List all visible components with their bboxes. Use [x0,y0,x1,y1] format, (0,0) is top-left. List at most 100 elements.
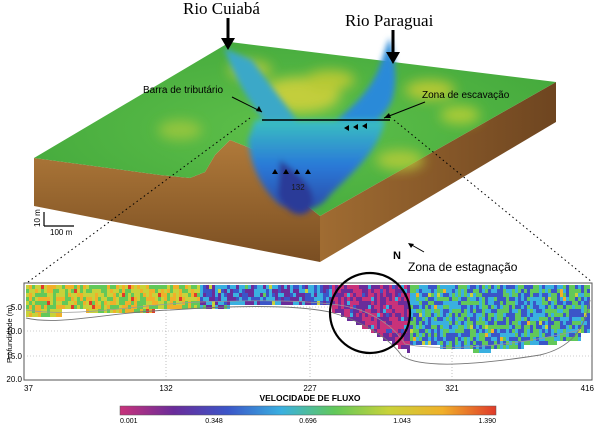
velocity-cell [464,309,467,313]
velocity-cell [572,321,575,325]
velocity-cell [398,297,401,301]
velocity-cell [431,309,434,313]
velocity-cell [377,333,380,337]
velocity-cell [473,321,476,325]
velocity-cell [488,333,491,337]
velocity-cell [455,301,458,305]
velocity-cell [194,285,197,289]
velocity-cell [239,297,242,301]
velocity-cell [392,341,395,345]
velocity-cell [83,285,86,289]
velocity-cell [284,301,287,305]
velocity-cell [380,321,383,325]
velocity-cell [551,305,554,309]
velocity-cell [476,341,479,345]
velocity-cell [299,297,302,301]
velocity-cell [62,289,65,293]
velocity-cell [371,325,374,329]
velocity-cell [155,293,158,297]
velocity-cell [227,293,230,297]
velocity-cell [413,297,416,301]
velocity-cell [407,341,410,345]
velocity-cell [71,305,74,309]
velocity-cell [47,297,50,301]
velocity-cell [452,313,455,317]
velocity-cell [362,297,365,301]
velocity-cell [440,297,443,301]
velocity-cell [398,321,401,325]
velocity-cell [485,309,488,313]
velocity-cell [47,285,50,289]
velocity-cell [395,317,398,321]
velocity-cell [560,301,563,305]
velocity-cell [512,333,515,337]
velocity-cell [551,317,554,321]
velocity-cell [500,293,503,297]
velocity-cell [524,305,527,309]
velocity-cell [158,297,161,301]
scale-vertical-label: 10 m [33,209,42,227]
velocity-cell [338,309,341,313]
velocity-cell [344,289,347,293]
velocity-cell [467,293,470,297]
velocity-cell [446,321,449,325]
velocity-cell [386,317,389,321]
velocity-cell [98,301,101,305]
velocity-cell [470,317,473,321]
velocity-cell [212,305,215,309]
velocity-cell [446,329,449,333]
velocity-cell [167,305,170,309]
velocity-cell [365,301,368,305]
velocity-cell [107,289,110,293]
velocity-cell [380,333,383,337]
velocity-cell [500,297,503,301]
rio-paraguai-arrow [386,30,400,64]
velocity-cell [578,305,581,309]
river-channels [224,38,396,215]
velocity-cell [428,305,431,309]
velocity-cell [53,313,56,317]
velocity-cell [566,301,569,305]
velocity-cell [401,341,404,345]
velocity-cell [392,317,395,321]
velocity-cell [401,325,404,329]
velocity-cell [239,293,242,297]
velocity-cell [383,309,386,313]
velocity-cell [536,297,539,301]
velocity-cell [386,321,389,325]
velocity-cell [221,293,224,297]
velocity-cell [434,293,437,297]
velocity-cell [392,297,395,301]
velocity-cell [335,293,338,297]
velocity-cell [407,293,410,297]
velocity-cell [335,285,338,289]
velocity-cell [125,289,128,293]
velocity-cell [521,289,524,293]
velocity-cell [530,309,533,313]
velocity-cell [191,293,194,297]
velocity-cell [137,289,140,293]
velocity-cell [551,333,554,337]
velocity-cell [221,285,224,289]
velocity-cell [572,285,575,289]
velocity-cell [566,337,569,341]
velocity-cell [383,325,386,329]
velocity-cell [35,313,38,317]
velocity-cell [482,313,485,317]
velocity-cell [260,285,263,289]
velocity-cell [464,301,467,305]
velocity-cell [293,293,296,297]
velocity-cell [431,305,434,309]
velocity-cell [545,325,548,329]
velocity-cell [56,297,59,301]
velocity-cell [431,321,434,325]
velocity-cell [509,289,512,293]
velocity-cell [311,301,314,305]
velocity-cell [434,309,437,313]
velocity-cell [47,293,50,297]
velocity-cell [158,285,161,289]
velocity-cell [77,305,80,309]
velocity-cell [503,333,506,337]
velocity-cell [74,289,77,293]
velocity-cell [122,301,125,305]
